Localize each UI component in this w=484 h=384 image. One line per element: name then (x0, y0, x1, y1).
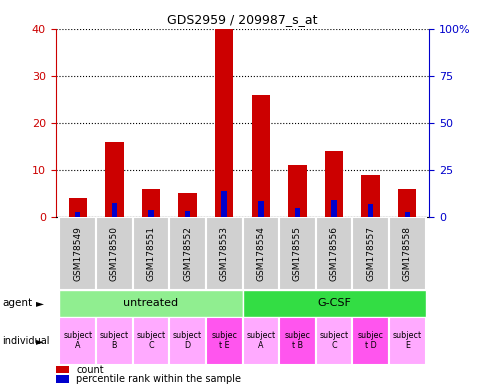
Bar (206, 317, 242, 365)
Bar (242, 317, 278, 365)
Text: subject
C: subject C (136, 331, 165, 351)
Text: untreated: untreated (123, 298, 178, 308)
Text: subjec
t D: subjec t D (357, 331, 383, 351)
Bar (169, 317, 206, 365)
Text: GSM178558: GSM178558 (402, 226, 411, 281)
Bar (214, 29, 233, 217)
Bar (404, 212, 409, 217)
Text: subjec
t E: subjec t E (211, 331, 237, 351)
Bar (287, 165, 306, 217)
Bar (221, 190, 227, 217)
Bar (105, 142, 123, 217)
Bar (169, 217, 206, 290)
Text: ►: ► (36, 298, 44, 308)
Text: GSM178552: GSM178552 (182, 226, 192, 281)
Bar (294, 209, 300, 217)
Bar (324, 151, 343, 217)
Bar (206, 217, 242, 290)
Bar (184, 211, 190, 217)
Text: GSM178553: GSM178553 (219, 226, 228, 281)
Bar (60, 290, 242, 317)
Text: subject
E: subject E (392, 331, 421, 351)
Bar (351, 317, 388, 365)
Text: subject
A: subject A (63, 331, 92, 351)
Text: subject
C: subject C (319, 331, 348, 351)
Text: agent: agent (2, 298, 32, 308)
Bar (133, 317, 169, 365)
Bar (60, 317, 96, 365)
Text: GSM178554: GSM178554 (256, 226, 265, 281)
Bar (351, 217, 388, 290)
Text: G-CSF: G-CSF (317, 298, 350, 308)
Bar (361, 175, 379, 217)
Text: percentile rank within the sample: percentile rank within the sample (76, 374, 241, 384)
Bar (242, 217, 278, 290)
Text: GSM178557: GSM178557 (365, 226, 374, 281)
Bar (68, 198, 87, 217)
Bar (278, 217, 315, 290)
Bar (148, 210, 153, 217)
Bar (388, 217, 424, 290)
Text: subject
A: subject A (246, 331, 275, 351)
Bar (178, 194, 197, 217)
Bar (315, 317, 351, 365)
Text: subject
B: subject B (100, 331, 129, 351)
Bar (278, 317, 315, 365)
Text: GSM178549: GSM178549 (73, 226, 82, 281)
Bar (96, 217, 133, 290)
Bar (388, 317, 424, 365)
Bar (242, 290, 424, 317)
Bar (56, 376, 69, 383)
Bar (75, 212, 80, 217)
Text: ►: ► (36, 336, 44, 346)
Bar (251, 94, 270, 217)
Bar (397, 189, 416, 217)
Bar (133, 217, 169, 290)
Bar (367, 204, 373, 217)
Bar (96, 317, 133, 365)
Text: GSM178556: GSM178556 (329, 226, 338, 281)
Bar (331, 200, 336, 217)
Bar (257, 201, 263, 217)
Text: individual: individual (2, 336, 50, 346)
Bar (60, 217, 96, 290)
Text: subject
D: subject D (173, 331, 202, 351)
Text: subjec
t B: subjec t B (284, 331, 310, 351)
Text: GSM178551: GSM178551 (146, 226, 155, 281)
Bar (56, 366, 69, 373)
Text: count: count (76, 364, 104, 375)
Title: GDS2959 / 209987_s_at: GDS2959 / 209987_s_at (167, 13, 317, 26)
Bar (141, 189, 160, 217)
Text: GSM178550: GSM178550 (110, 226, 119, 281)
Text: GSM178555: GSM178555 (292, 226, 302, 281)
Bar (111, 203, 117, 217)
Bar (315, 217, 351, 290)
